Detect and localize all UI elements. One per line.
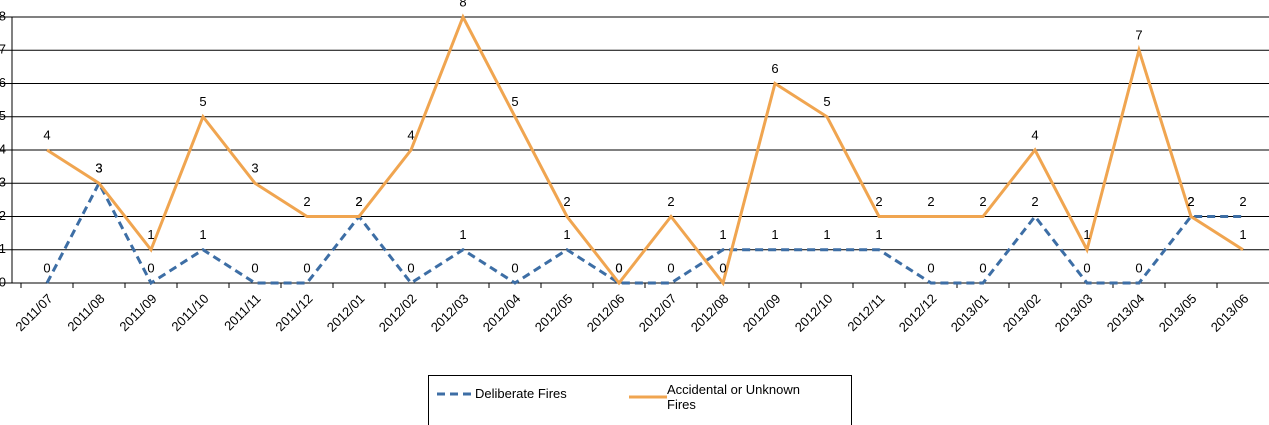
y-tick-label: 4 — [0, 141, 6, 156]
data-label: 2 — [667, 194, 674, 209]
series-line — [46, 13, 1244, 287]
data-label: 1 — [771, 227, 778, 242]
x-tick-label: 2012/09 — [740, 291, 784, 335]
legend-swatch — [629, 395, 667, 399]
data-label: 1 — [823, 227, 830, 242]
data-label: 0 — [667, 260, 674, 275]
data-label: 1 — [1239, 227, 1246, 242]
data-label: 0 — [43, 260, 50, 275]
y-tick-label: 7 — [0, 42, 6, 57]
x-tick-label: 2012/06 — [584, 291, 628, 335]
x-tick-label: 2012/08 — [688, 291, 732, 335]
x-tick-label: 2013/02 — [1000, 291, 1044, 335]
data-label: 1 — [459, 227, 466, 242]
data-label: 0 — [1135, 260, 1142, 275]
data-label: 0 — [251, 260, 258, 275]
x-tick-label: 2012/10 — [792, 291, 836, 335]
legend-label: Accidental or Unknown Fires — [667, 382, 800, 412]
data-label: 2 — [1239, 194, 1246, 209]
data-label: 2 — [355, 194, 362, 209]
data-label: 5 — [823, 94, 830, 109]
y-tick-label: 8 — [0, 8, 6, 23]
data-label: 1 — [199, 227, 206, 242]
x-tick-label: 2011/10 — [168, 291, 211, 334]
data-label: 3 — [95, 161, 102, 176]
y-tick-label: 5 — [0, 108, 6, 123]
x-tick-label: 2013/03 — [1052, 291, 1096, 335]
data-label: 2 — [303, 194, 310, 209]
data-label: 0 — [1083, 260, 1090, 275]
data-label: 8 — [459, 0, 466, 9]
data-label: 5 — [511, 94, 518, 109]
y-tick-label: 1 — [0, 241, 6, 256]
data-label: 3 — [95, 161, 102, 176]
data-label: 1 — [875, 227, 882, 242]
legend-swatch — [437, 392, 475, 395]
x-tick-label: 2011/08 — [64, 291, 107, 334]
data-label: 5 — [199, 94, 206, 109]
x-tick-label: 2012/02 — [376, 291, 420, 335]
data-label: 2 — [1187, 194, 1194, 209]
data-label: 0 — [615, 260, 622, 275]
x-tick-label: 2011/11 — [221, 291, 263, 333]
y-tick-label: 3 — [0, 175, 6, 190]
y-tick-label: 6 — [0, 75, 6, 90]
x-tick-label: 2011/12 — [272, 291, 315, 334]
data-label: 1 — [1083, 227, 1090, 242]
x-tick-label: 2011/09 — [116, 291, 159, 334]
data-label: 4 — [1031, 127, 1038, 142]
data-label: 0 — [511, 260, 518, 275]
data-label: 2 — [1031, 194, 1038, 209]
x-tick-label: 2012/03 — [428, 291, 472, 335]
data-label: 1 — [719, 227, 726, 242]
x-tick-label: 2012/04 — [480, 291, 524, 335]
x-tick-label: 2011/07 — [12, 291, 55, 334]
data-label: 7 — [1135, 28, 1142, 43]
x-tick-label: 2012/07 — [636, 291, 680, 335]
y-tick-label: 0 — [0, 274, 6, 289]
x-tick-label: 2012/11 — [844, 291, 887, 334]
data-label: 1 — [147, 227, 154, 242]
data-label: 0 — [147, 260, 154, 275]
legend: Deliberate Fires Accidental or Unknown Fi… — [428, 375, 852, 425]
x-tick-label: 2013/05 — [1156, 291, 1200, 335]
data-label: 4 — [43, 127, 50, 142]
data-label: 0 — [979, 260, 986, 275]
x-tick-label: 2012/01 — [324, 291, 368, 335]
data-label: 2 — [355, 194, 362, 209]
data-label: 0 — [927, 260, 934, 275]
data-label: 2 — [875, 194, 882, 209]
x-tick-label: 2012/12 — [896, 291, 940, 335]
data-label: 4 — [407, 127, 414, 142]
legend-item: Accidental or Unknown Fires — [629, 382, 817, 412]
x-tick-label: 2012/05 — [532, 291, 576, 335]
legend-item: Deliberate Fires — [437, 386, 625, 401]
data-label: 2 — [927, 194, 934, 209]
x-tick-label: 2013/01 — [948, 291, 992, 335]
legend-label: Deliberate Fires — [475, 386, 567, 401]
data-label: 0 — [303, 260, 310, 275]
data-label: 2 — [1187, 194, 1194, 209]
series-line — [45, 180, 1243, 286]
data-label: 2 — [563, 194, 570, 209]
data-label: 0 — [407, 260, 414, 275]
data-label: 6 — [771, 61, 778, 76]
data-label: 3 — [251, 161, 258, 176]
data-label: 0 — [615, 260, 622, 275]
data-label: 0 — [719, 260, 726, 275]
y-tick-label: 2 — [0, 208, 6, 223]
data-label: 2 — [979, 194, 986, 209]
x-tick-label: 2013/06 — [1208, 291, 1252, 335]
x-tick-label: 2013/04 — [1104, 291, 1148, 335]
data-label: 1 — [563, 227, 570, 242]
